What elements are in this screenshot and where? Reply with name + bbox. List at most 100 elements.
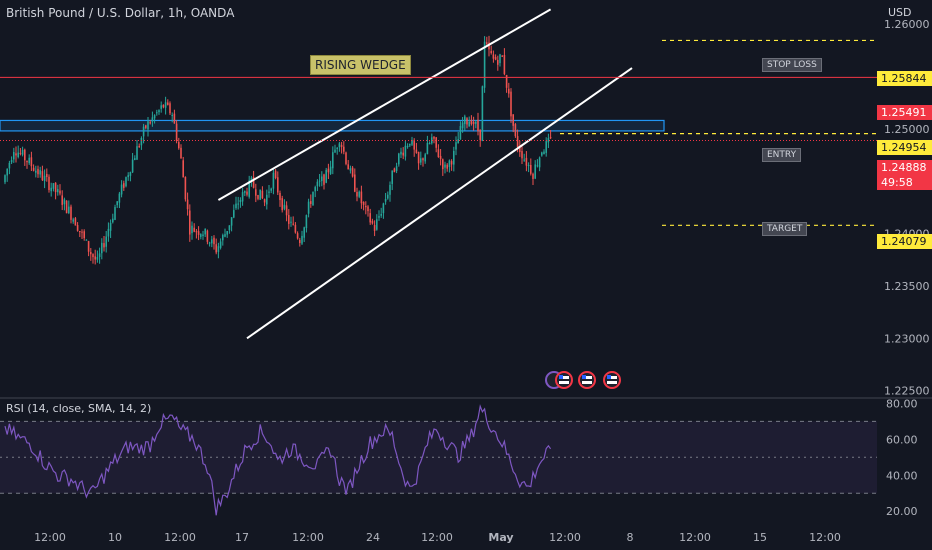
candle-body (116, 201, 118, 206)
candle-body (483, 41, 486, 88)
candle-body (175, 123, 178, 141)
economic-events[interactable] (545, 371, 621, 389)
wedge-lower-trendline (246, 67, 633, 340)
candle-body (490, 51, 492, 53)
candle-body (343, 146, 345, 152)
price-tick-label: 1.25000 (884, 123, 930, 136)
price-levels[interactable] (0, 39, 877, 226)
candle-body (28, 157, 30, 164)
candle-body (446, 164, 448, 169)
candle-body (200, 234, 202, 237)
candle-body (481, 86, 484, 142)
target-label[interactable]: TARGET (762, 222, 808, 236)
rsi-tick-label: 20.00 (886, 505, 918, 518)
flag-stripe (607, 381, 617, 384)
stop-loss-label[interactable]: STOP LOSS (762, 58, 822, 72)
candle-body (230, 217, 233, 226)
candle-body (277, 177, 279, 193)
us-flag-icon (555, 371, 573, 389)
candle-body (147, 121, 149, 130)
candle-body (283, 204, 286, 209)
rsi-line (4, 404, 552, 516)
candle-body (208, 242, 211, 244)
flag-canton (582, 375, 586, 379)
candle-body (266, 194, 268, 205)
candle-body (24, 149, 26, 161)
candle-body (530, 165, 532, 174)
candle-body (228, 225, 231, 231)
candle-body (409, 143, 411, 146)
flag-canton (559, 375, 563, 379)
candle-body (301, 235, 303, 244)
rising-wedge-label[interactable]: RISING WEDGE (310, 55, 411, 75)
candle-body (257, 195, 259, 199)
candle-body (70, 206, 72, 220)
candle-body (470, 120, 473, 125)
target-price-tag: 1.24079 (877, 234, 932, 249)
candles (4, 35, 552, 265)
us-flag-icon-ring (555, 371, 573, 389)
wedge-trendlines[interactable] (217, 8, 633, 340)
flag-stripe (582, 381, 592, 384)
candle-body (318, 180, 321, 182)
candle-body (336, 147, 338, 149)
currency-label[interactable]: USD (888, 6, 912, 19)
candle-body (321, 176, 323, 182)
price-tick-label: 1.26000 (884, 18, 930, 31)
resistance-price-tag: 1.25491 (877, 105, 932, 120)
candle-body (19, 152, 22, 154)
candle-body (512, 114, 514, 126)
candle-body (90, 251, 92, 255)
candle-body (435, 137, 437, 148)
rsi-indicator-label[interactable]: RSI (14, close, SMA, 14, 2) (6, 402, 152, 415)
time-tick-label: 12:00 (679, 531, 711, 544)
candle-body (389, 184, 391, 195)
candle-body (248, 180, 250, 197)
candle-body (37, 168, 39, 175)
candle-body (323, 174, 325, 185)
candle-body (448, 160, 451, 168)
time-tick-label: 12:00 (421, 531, 453, 544)
candle-body (259, 189, 261, 200)
candle-body (406, 145, 409, 147)
candle-body (83, 231, 85, 239)
candle-body (180, 147, 182, 159)
candle-body (413, 140, 415, 150)
candle-body (468, 121, 470, 127)
candle-body (164, 102, 167, 108)
candle-body (459, 126, 462, 140)
candle-body (479, 129, 481, 140)
resistance-zone (0, 119, 665, 132)
candle-body (15, 153, 17, 156)
candle-body (120, 184, 123, 195)
candle-body (186, 199, 189, 210)
candle-body (327, 168, 330, 173)
candle-body (213, 237, 215, 245)
candle-body (514, 124, 517, 137)
candle-body (332, 152, 334, 169)
entry-label[interactable]: ENTRY (762, 148, 802, 162)
candle-body (433, 136, 435, 139)
candle-body (351, 167, 354, 177)
rsi-tick-label: 60.00 (886, 433, 918, 446)
candle-body (32, 167, 35, 171)
time-tick-label: 15 (753, 531, 767, 544)
zones (0, 119, 665, 132)
candle-body (46, 173, 48, 178)
candle-body (362, 201, 365, 205)
candle-body (41, 171, 44, 181)
candle-body (439, 156, 442, 159)
candle-body (211, 239, 213, 244)
candle-body (547, 137, 550, 143)
candle-body (21, 149, 24, 155)
candle-body (138, 146, 140, 148)
candle-body (50, 187, 52, 192)
candle-body (105, 236, 107, 247)
candle-body (246, 191, 248, 195)
candle-body (395, 166, 398, 171)
candle-body (103, 243, 105, 248)
candle-body (424, 154, 426, 162)
flag-stripe (607, 376, 617, 379)
candle-body (153, 115, 156, 119)
